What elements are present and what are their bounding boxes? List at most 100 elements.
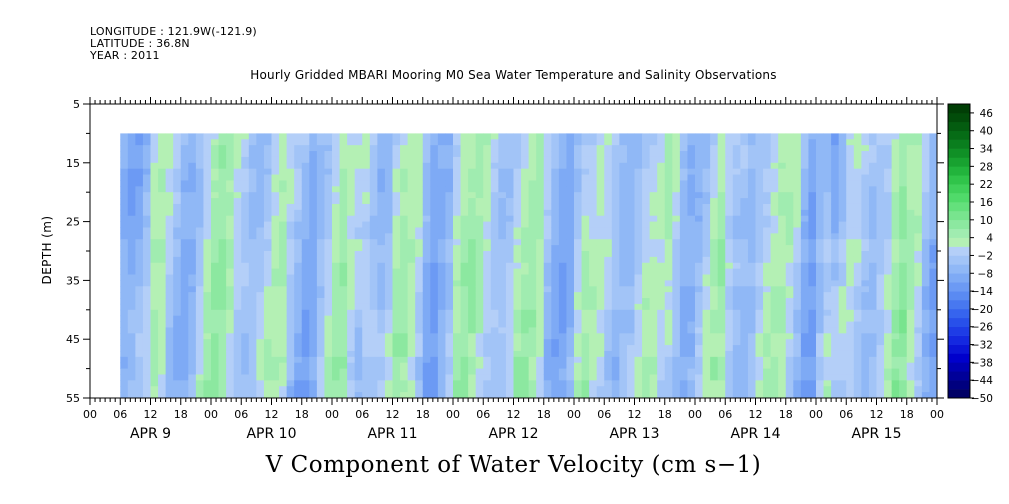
heat-cell [271, 309, 280, 317]
heat-cell [256, 174, 265, 181]
heat-cell [521, 180, 530, 187]
heat-cell [566, 174, 575, 181]
heat-cell [551, 374, 560, 381]
heat-cell [831, 239, 840, 246]
heat-cell [286, 156, 295, 164]
heat-cell [816, 198, 824, 205]
heat-cell [770, 180, 779, 187]
heat-cell [672, 286, 681, 293]
heat-cell [339, 245, 348, 252]
heat-cell [921, 321, 930, 328]
heat-cell [619, 315, 628, 322]
heat-cell [566, 203, 575, 211]
heat-cell [747, 274, 756, 281]
heat-cell [241, 386, 250, 393]
heat-cell [551, 233, 560, 240]
heat-cell [906, 374, 915, 381]
heat-cell [816, 386, 824, 393]
heat-cell [536, 239, 545, 246]
heat-cell [778, 339, 787, 346]
heat-cell [808, 315, 817, 322]
heat-cell [362, 309, 371, 317]
heat-cell [649, 162, 658, 170]
heat-cell [384, 256, 393, 264]
heat-cell [558, 327, 567, 334]
heat-cell [475, 198, 484, 205]
heat-cell [770, 162, 779, 170]
heat-cell [566, 321, 575, 328]
heat-cell [808, 251, 817, 258]
heat-cell [241, 315, 250, 322]
heat-cell [392, 315, 401, 322]
heat-cell [218, 303, 227, 311]
heat-cell [816, 233, 824, 240]
heat-cell [566, 133, 575, 140]
heat-cell [846, 350, 855, 358]
heat-cell [551, 209, 560, 217]
heat-cell [316, 180, 325, 187]
heat-cell [785, 280, 794, 287]
heat-cell [800, 280, 809, 287]
heat-cell [740, 315, 749, 322]
heat-cell [407, 374, 416, 381]
heat-cell [823, 227, 832, 234]
heat-cell [332, 168, 340, 175]
heat-cell [558, 280, 567, 287]
heat-cell [566, 374, 575, 381]
heat-cell [725, 350, 734, 358]
heat-cell [415, 174, 424, 181]
heat-cell [755, 168, 764, 175]
heat-cell [453, 139, 461, 146]
heat-cell [211, 339, 219, 346]
heat-cell [483, 180, 492, 187]
heat-cell [906, 292, 915, 299]
heat-cell [914, 374, 923, 381]
heat-cell [173, 145, 182, 152]
heat-cell [823, 186, 832, 193]
heat-cell [717, 221, 726, 228]
heat-cell [407, 133, 416, 140]
heat-cell [528, 309, 537, 317]
heat-cell [301, 274, 310, 281]
heat-cell [241, 227, 250, 234]
heat-cell [687, 133, 696, 140]
heat-cell [286, 192, 295, 199]
heat-cell [702, 286, 711, 293]
heat-cell [505, 339, 514, 346]
heat-cell [853, 209, 862, 217]
heat-cell [135, 133, 144, 140]
heat-cell [286, 286, 295, 293]
heat-cell [324, 168, 333, 175]
heat-cell [498, 221, 507, 228]
heat-cell [120, 292, 129, 299]
heat-cell [150, 245, 159, 252]
heat-cell [309, 203, 318, 211]
heat-cell [899, 345, 908, 352]
heat-cell [309, 192, 318, 199]
heat-cell [725, 168, 734, 175]
heat-cell [861, 386, 870, 393]
heat-cell [785, 368, 794, 375]
heat-cell [710, 374, 719, 381]
heat-cell [392, 268, 401, 275]
heat-cell [770, 298, 779, 305]
heat-cell [407, 286, 416, 293]
heat-cell [279, 168, 288, 175]
heat-cell [906, 362, 915, 369]
heat-cell [211, 233, 219, 240]
heat-cell [672, 139, 681, 146]
heat-cell [362, 368, 371, 375]
heat-cell [180, 221, 189, 228]
heat-cell [619, 345, 628, 352]
heat-cell [876, 245, 885, 252]
heat-cell [521, 374, 530, 381]
heat-cell [309, 139, 318, 146]
heat-cell [581, 315, 590, 322]
heat-cell [233, 245, 242, 252]
heat-cell [369, 309, 378, 317]
heat-cell [634, 356, 643, 364]
heat-cell [846, 186, 855, 193]
heat-cell [679, 327, 688, 334]
heat-cell [921, 309, 930, 317]
heat-cell [679, 292, 688, 299]
